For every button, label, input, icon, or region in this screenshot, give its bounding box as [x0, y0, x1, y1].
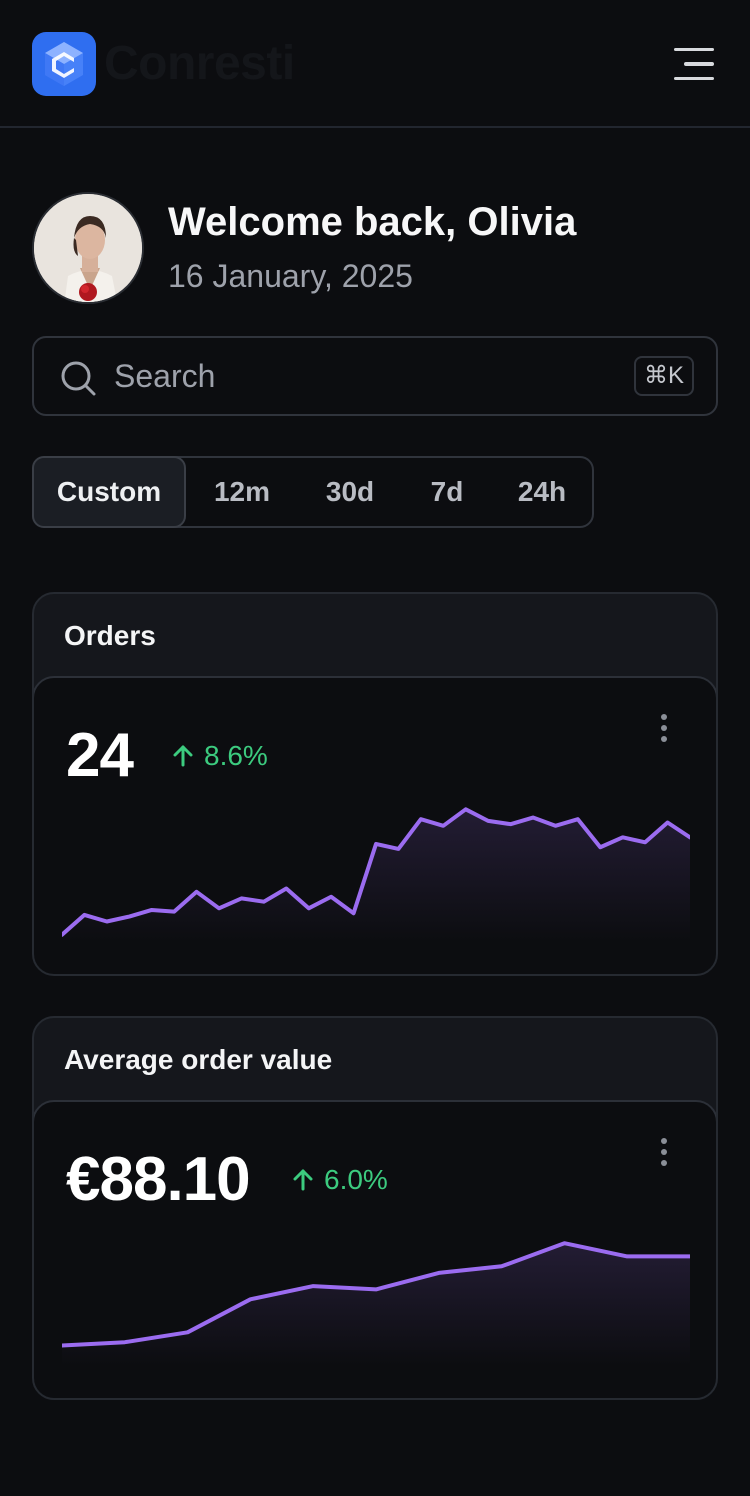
current-date: 16 January, 2025: [168, 258, 413, 294]
filter-option-30d[interactable]: 30d: [325, 476, 375, 507]
filter-option-24h[interactable]: 24h: [517, 476, 567, 507]
arrow-up-icon: [293, 1169, 313, 1191]
metric-change: 6.0%: [290, 1162, 388, 1198]
metric-change: 8.6%: [170, 738, 268, 774]
top-bar: Conresti: [0, 0, 750, 128]
search-input[interactable]: [114, 354, 614, 398]
welcome-heading: Welcome back, Olivia: [168, 200, 577, 244]
sparkline-area: [62, 1243, 690, 1366]
card-title: Average order value: [64, 1044, 333, 1075]
filter-option-12m[interactable]: 12m: [213, 476, 271, 507]
metric-change-value: 8.6%: [204, 740, 268, 771]
metric-value: 24: [66, 721, 134, 790]
card-body: 24 8.6%: [34, 676, 716, 974]
date-range-filter: Custom 12m 30d 7d 24h: [32, 456, 594, 528]
search-box[interactable]: ⌘K: [32, 336, 718, 416]
sparkline-line: [62, 1241, 690, 1348]
orders-card: Orders 24 8.6%: [32, 592, 718, 976]
keyboard-shortcut-badge: ⌘K: [633, 356, 694, 396]
sparkline-area: [62, 809, 690, 942]
average-order-value-card: Average order value €88.10 6.0%: [32, 1016, 718, 1400]
search-icon: [61, 361, 96, 396]
filter-option-7d[interactable]: 7d: [430, 476, 464, 507]
sparkline-line: [62, 807, 690, 937]
cube-c-logo-icon[interactable]: [32, 32, 96, 96]
arrow-up-icon: [173, 745, 193, 767]
more-options-icon[interactable]: [644, 708, 684, 748]
more-options-icon[interactable]: [644, 1132, 684, 1172]
brand-name: Conresti: [104, 37, 295, 90]
aov-sparkline: [62, 1241, 690, 1366]
avatar[interactable]: [32, 192, 144, 304]
card-title: Orders: [64, 620, 156, 651]
metric-value: €88.10: [66, 1145, 251, 1214]
card-body: €88.10 6.0%: [34, 1100, 716, 1398]
metric-change-value: 6.0%: [324, 1164, 388, 1195]
hamburger-menu-icon[interactable]: [664, 40, 724, 88]
orders-sparkline: [62, 807, 690, 942]
filter-option-custom[interactable]: Custom: [32, 456, 186, 528]
